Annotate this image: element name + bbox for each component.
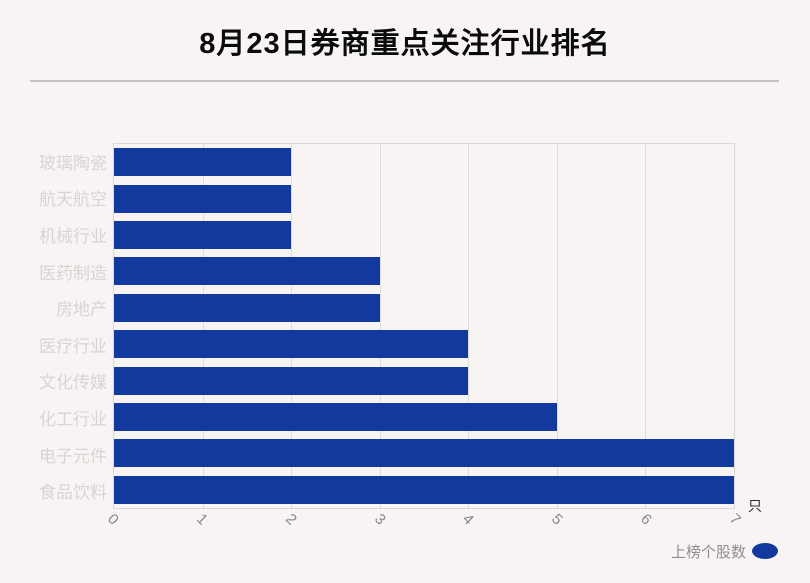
- bar-row: [114, 253, 734, 289]
- x-axis-tick-label: 2: [281, 510, 300, 529]
- bar-row: [114, 326, 734, 362]
- bar-row: [114, 435, 734, 471]
- gridline: [556, 144, 558, 508]
- x-axis-labels: 0 1 2 3 4 5 6 7: [104, 510, 744, 541]
- gridline: [202, 144, 204, 508]
- bar-医疗行业: [114, 330, 469, 359]
- bar-row: [114, 180, 734, 216]
- plot-area: [113, 143, 735, 509]
- bar-航天航空: [114, 184, 292, 213]
- bar-电子元件: [114, 439, 734, 468]
- y-axis-label: 电子元件: [39, 446, 107, 466]
- bar-医药制造: [114, 257, 380, 286]
- bar-row: [114, 290, 734, 326]
- gridline: [379, 144, 381, 508]
- axis-unit-label: 只: [748, 498, 762, 514]
- gridline: [645, 144, 647, 508]
- bar-机械行业: [114, 220, 292, 249]
- y-axis-label: 化工行业: [39, 409, 107, 429]
- bar-房地产: [114, 293, 380, 322]
- y-axis-label: 房地产: [56, 300, 107, 320]
- y-axis-label: 食品饮料: [39, 483, 107, 503]
- x-axis-tick-label: 1: [192, 510, 211, 529]
- legend-marker-icon: [752, 543, 778, 559]
- y-axis-label: 文化传媒: [39, 373, 107, 393]
- x-axis-tick-label: 0: [104, 510, 122, 529]
- bar-玻璃陶瓷: [114, 148, 292, 177]
- y-axis-label: 航天航空: [39, 190, 107, 210]
- gridline: [468, 144, 470, 508]
- x-axis-tick-label: 5: [548, 510, 567, 529]
- bar-row: [114, 144, 734, 180]
- x-axis-tick-label: 6: [637, 510, 656, 529]
- legend: 上榜个股数: [0, 540, 778, 562]
- title-divider: [30, 80, 779, 82]
- bar-row: [114, 472, 734, 508]
- gridline: [291, 144, 293, 508]
- x-axis-tick-label: 3: [370, 510, 389, 529]
- page-title: 8月23日券商重点关注行业排名: [199, 28, 611, 60]
- bars-container: [114, 144, 734, 508]
- y-axis-labels: 玻璃陶瓷航天航空机械行业医药制造房地产医疗行业文化传媒化工行业电子元件食品饮料: [0, 143, 107, 509]
- bar-食品饮料: [114, 475, 734, 504]
- x-axis-tick-label: 4: [459, 510, 478, 529]
- y-axis-label: 玻璃陶瓷: [39, 153, 107, 173]
- y-axis-label: 机械行业: [39, 226, 107, 246]
- bar-row: [114, 399, 734, 435]
- bar-row: [114, 217, 734, 253]
- y-axis-label: 医药制造: [39, 263, 107, 283]
- x-axis-tick-label: 7: [726, 510, 744, 529]
- y-axis-label: 医疗行业: [39, 336, 107, 356]
- bar-row: [114, 362, 734, 398]
- bar-化工行业: [114, 402, 557, 431]
- legend-label: 上榜个股数: [670, 543, 746, 561]
- bar-文化传媒: [114, 366, 469, 395]
